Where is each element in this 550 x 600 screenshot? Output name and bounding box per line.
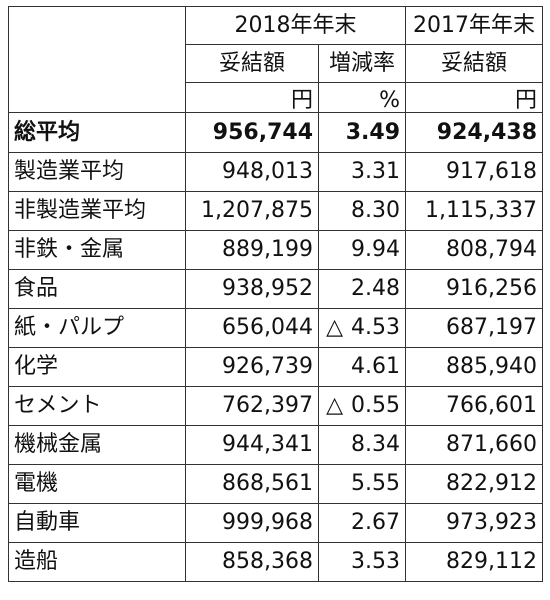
table-row: 造船 858,368 3.53 829,112 <box>8 542 543 582</box>
amount-2018: 656,044 <box>185 308 319 348</box>
amount-2018: 926,739 <box>185 347 319 387</box>
change-rate: △ 4.53 <box>318 308 406 348</box>
header-row-columns: 妥結額 増減率 妥結額 <box>8 44 543 83</box>
row-label: 非製造業平均 <box>8 191 186 231</box>
table-row: 機械金属 944,341 8.34 871,660 <box>8 425 543 465</box>
amount-2018: 762,397 <box>185 386 319 426</box>
change-value: 9.94 <box>351 237 400 262</box>
table-row: 非鉄・金属 889,199 9.94 808,794 <box>8 230 543 270</box>
change-value: 4.61 <box>351 354 400 379</box>
change-rate: 5.55 <box>318 464 406 504</box>
amount-2018: 948,013 <box>185 152 319 192</box>
amount-2017: 808,794 <box>405 230 543 270</box>
change-value: 3.53 <box>351 549 400 574</box>
header-corner-cell <box>8 6 186 45</box>
row-label: 自動車 <box>8 503 186 543</box>
change-value: 2.67 <box>351 510 400 535</box>
header-period-2018: 2018年年末 <box>185 6 406 45</box>
unit-percent: % <box>318 82 406 113</box>
amount-2017: 871,660 <box>405 425 543 465</box>
amount-2017: 822,912 <box>405 464 543 504</box>
change-rate: 8.30 <box>318 191 406 231</box>
row-label: 機械金属 <box>8 425 186 465</box>
bonus-settlement-table: 2018年年末 2017年年末 妥結額 増減率 妥結額 円 % 円 総平均 95… <box>8 6 543 582</box>
row-label: 食品 <box>8 269 186 309</box>
negative-marker: △ <box>326 315 344 340</box>
row-label: 非鉄・金属 <box>8 230 186 270</box>
row-label: 電機 <box>8 464 186 504</box>
amount-2018: 938,952 <box>185 269 319 309</box>
change-rate: 2.67 <box>318 503 406 543</box>
amount-2017: 973,923 <box>405 503 543 543</box>
change-rate: 3.49 <box>318 112 406 153</box>
table-row: 紙・パルプ 656,044 △ 4.53 687,197 <box>8 308 543 348</box>
header-change-rate: 増減率 <box>318 44 406 83</box>
row-label: セメント <box>8 386 186 426</box>
header-row-units: 円 % 円 <box>8 82 543 113</box>
change-value: 2.48 <box>351 276 400 301</box>
table-row: セメント 762,397 △ 0.55 766,601 <box>8 386 543 426</box>
unit-yen-2018: 円 <box>185 82 319 113</box>
amount-2017: 885,940 <box>405 347 543 387</box>
row-label: 造船 <box>8 542 186 582</box>
amount-2017: 924,438 <box>405 112 543 153</box>
amount-2018: 889,199 <box>185 230 319 270</box>
change-rate: 3.53 <box>318 542 406 582</box>
amount-2018: 1,207,875 <box>185 191 319 231</box>
header-period-2017: 2017年年末 <box>405 6 543 45</box>
unit-yen-2017: 円 <box>405 82 543 113</box>
change-rate: 8.34 <box>318 425 406 465</box>
change-rate: 4.61 <box>318 347 406 387</box>
table-row: 非製造業平均 1,207,875 8.30 1,115,337 <box>8 191 543 231</box>
amount-2018: 858,368 <box>185 542 319 582</box>
amount-2017: 687,197 <box>405 308 543 348</box>
amount-2018: 956,744 <box>185 112 319 153</box>
row-label: 紙・パルプ <box>8 308 186 348</box>
table-row: 製造業平均 948,013 3.31 917,618 <box>8 152 543 192</box>
header-corner-cell <box>8 44 186 83</box>
change-rate: 9.94 <box>318 230 406 270</box>
table-row: 自動車 999,968 2.67 973,923 <box>8 503 543 543</box>
table-row: 電機 868,561 5.55 822,912 <box>8 464 543 504</box>
header-row-period: 2018年年末 2017年年末 <box>8 6 543 45</box>
header-corner-cell <box>8 82 186 113</box>
header-amount-2017: 妥結額 <box>405 44 543 83</box>
header-amount-2018: 妥結額 <box>185 44 319 83</box>
row-label: 化学 <box>8 347 186 387</box>
change-value: 0.55 <box>351 393 400 418</box>
amount-2018: 944,341 <box>185 425 319 465</box>
row-label: 製造業平均 <box>8 152 186 192</box>
change-rate: △ 0.55 <box>318 386 406 426</box>
total-row: 総平均 956,744 3.49 924,438 <box>8 112 543 153</box>
table-row: 食品 938,952 2.48 916,256 <box>8 269 543 309</box>
row-label: 総平均 <box>8 112 186 153</box>
amount-2018: 868,561 <box>185 464 319 504</box>
table-row: 化学 926,739 4.61 885,940 <box>8 347 543 387</box>
amount-2017: 916,256 <box>405 269 543 309</box>
amount-2017: 829,112 <box>405 542 543 582</box>
negative-marker: △ <box>326 393 344 418</box>
amount-2017: 766,601 <box>405 386 543 426</box>
change-value: 8.34 <box>351 432 400 457</box>
change-value: 5.55 <box>351 471 400 496</box>
amount-2017: 1,115,337 <box>405 191 543 231</box>
change-value: 4.53 <box>351 315 400 340</box>
change-rate: 2.48 <box>318 269 406 309</box>
amount-2018: 999,968 <box>185 503 319 543</box>
amount-2017: 917,618 <box>405 152 543 192</box>
change-rate: 3.31 <box>318 152 406 192</box>
